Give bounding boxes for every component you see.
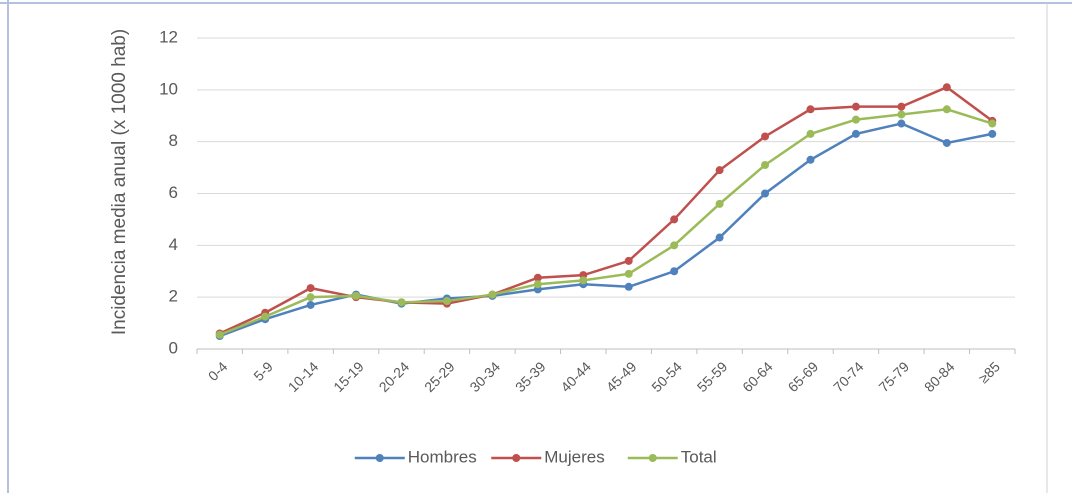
- point: [761, 189, 770, 198]
- x-tick-label: 15-19: [330, 358, 367, 395]
- point: [942, 105, 951, 114]
- y-tick-label: 0: [169, 338, 178, 357]
- x-tick-label: 30-34: [466, 358, 503, 395]
- point: [352, 291, 361, 300]
- point: [761, 132, 770, 141]
- x-tick-label: 50-54: [648, 358, 685, 395]
- point: [851, 102, 860, 111]
- y-tick-label: 10: [159, 79, 178, 98]
- x-tick-label: 75-79: [875, 358, 912, 395]
- point: [988, 129, 997, 138]
- point: [533, 273, 542, 282]
- point: [715, 166, 724, 175]
- x-tick-label: 55-59: [694, 358, 731, 395]
- point: [397, 298, 406, 307]
- y-tick-label: 4: [169, 235, 178, 254]
- point: [806, 129, 815, 138]
- point: [942, 138, 951, 147]
- point: [306, 293, 315, 302]
- point: [670, 215, 679, 224]
- x-tick-label: ≥85: [975, 358, 1003, 386]
- point: [624, 269, 633, 278]
- point: [624, 256, 633, 265]
- point: [897, 110, 906, 119]
- legend-marker: [648, 454, 657, 462]
- point: [670, 267, 679, 276]
- point: [942, 83, 951, 92]
- y-tick-label: 2: [169, 287, 178, 306]
- point: [988, 119, 997, 128]
- x-tick-label: 60-64: [739, 358, 776, 395]
- y-axis-label: Incidencia media anual (x 1000 hab): [109, 28, 130, 336]
- point: [579, 276, 588, 285]
- x-tick-label: 0-4: [205, 358, 231, 384]
- point: [715, 199, 724, 208]
- point: [715, 233, 724, 242]
- y-tick-label: 8: [169, 131, 178, 150]
- point: [806, 155, 815, 164]
- x-tick-label: 35-39: [512, 358, 549, 395]
- point: [442, 297, 451, 306]
- x-tick-label: 80-84: [921, 358, 958, 395]
- point: [851, 129, 860, 138]
- x-tick-label: 10-14: [285, 358, 322, 395]
- series-line: [219, 107, 993, 336]
- point: [806, 105, 815, 114]
- x-tick-label: 25-29: [421, 358, 458, 395]
- point: [488, 290, 497, 299]
- point: [624, 282, 633, 291]
- point: [215, 330, 224, 339]
- x-tick-label: 45-49: [603, 358, 640, 395]
- x-tick-label: 70-74: [830, 358, 867, 395]
- point: [761, 160, 770, 169]
- x-tick-label: 40-44: [557, 358, 594, 395]
- x-tick-label: 5-9: [250, 358, 276, 384]
- point: [306, 284, 315, 293]
- point: [897, 119, 906, 128]
- legend-marker: [375, 454, 384, 462]
- series-line: [219, 122, 993, 338]
- point: [533, 280, 542, 289]
- y-tick-label: 12: [159, 27, 178, 46]
- point: [670, 241, 679, 250]
- legend-label: Hombres: [408, 447, 477, 466]
- x-tick-label: 20-24: [376, 358, 413, 395]
- point: [897, 102, 906, 111]
- y-tick-label: 6: [169, 183, 178, 202]
- legend-label: Mujeres: [544, 447, 604, 466]
- x-tick-label: 65-69: [785, 358, 822, 395]
- point: [261, 312, 270, 321]
- point: [851, 115, 860, 124]
- point: [306, 300, 315, 309]
- legend-marker: [512, 454, 521, 462]
- legend-label: Total: [681, 447, 717, 466]
